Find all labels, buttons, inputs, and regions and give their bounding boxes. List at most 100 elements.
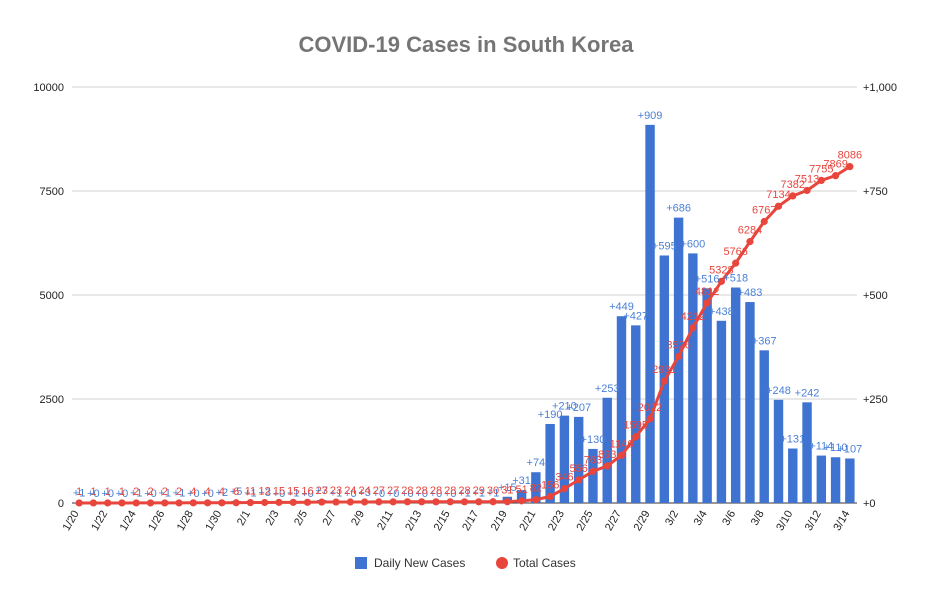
total-point: [817, 176, 825, 184]
daily-bar: [545, 423, 555, 503]
x-axis-tick: 2/25: [574, 509, 595, 534]
total-point: [161, 499, 169, 507]
left-axis: 0 2500 5000 7500 10000: [33, 82, 64, 510]
daily-bar: [716, 320, 727, 503]
total-point: [831, 172, 840, 180]
total-data-label: 7382: [781, 179, 805, 191]
daily-data-label: +130: [581, 434, 606, 446]
total-point: [774, 202, 783, 210]
total-point: [803, 186, 811, 195]
total-point: [603, 462, 611, 470]
daily-data-label: +2: [216, 487, 229, 499]
total-data-label: 4: [205, 486, 211, 498]
total-point: [489, 498, 497, 506]
daily-data-label: +3: [358, 487, 371, 499]
daily-data-label: +1: [130, 488, 143, 500]
legend-swatch-total[interactable]: [496, 557, 508, 569]
total-data-label: 556: [570, 463, 588, 475]
daily-bar: [559, 415, 570, 503]
total-data-label: 2: [147, 486, 153, 498]
daily-data-label: +0: [430, 488, 443, 500]
x-axis-tick: 2/7: [321, 509, 339, 528]
daily-data-label: +0: [187, 488, 200, 500]
daily-data-label: +190: [538, 409, 563, 421]
daily-bar: [773, 399, 784, 503]
total-point: [589, 467, 597, 475]
x-axis-tick: 2/17: [460, 509, 481, 534]
x-axis-tick: 3/2: [663, 509, 681, 528]
total-point: [203, 499, 212, 507]
daily-bar: [688, 253, 698, 503]
total-data-label: 27: [387, 485, 399, 497]
total-data-label: 27: [373, 485, 385, 497]
total-point: [660, 377, 668, 385]
total-data-label: 6767: [752, 204, 776, 216]
daily-data-label: +1: [472, 488, 485, 500]
daily-bar: [588, 448, 598, 503]
total-point: [446, 498, 454, 506]
x-axis-tick: 3/10: [774, 509, 795, 534]
daily-bar: [759, 350, 769, 503]
legend[interactable]: Daily New Cases Total Cases: [355, 556, 576, 570]
daily-data-label: +1: [73, 488, 86, 500]
x-axis: 1/20 1/22 1/24 1/26 1/28 1/30 2/1 2/3 2/5 2/7 2/9 2…: [61, 509, 853, 534]
x-axis-tick: 2/27: [603, 509, 624, 534]
daily-data-label: +516: [695, 273, 720, 285]
daily-data-label: +600: [680, 238, 705, 250]
x-axis-tick: 2/11: [375, 509, 396, 533]
daily-data-label: +7: [315, 485, 328, 497]
legend-label-daily[interactable]: Daily New Cases: [374, 556, 465, 570]
x-axis-tick: 1/26: [146, 509, 167, 534]
daily-data-label: +0: [373, 488, 386, 500]
x-axis-tick: 3/8: [749, 509, 767, 528]
daily-bar: [745, 302, 755, 503]
daily-data-label: +1: [458, 488, 471, 500]
total-data-label: 12: [259, 486, 271, 498]
total-data-label: 2: [176, 486, 182, 498]
right-axis: +0 +250 +500 +750 +1,000: [863, 82, 897, 510]
right-axis-tick: +750: [863, 186, 888, 198]
daily-bar: [730, 287, 741, 503]
total-data-label: 16: [301, 485, 313, 497]
daily-data-label: +31: [512, 475, 531, 487]
total-point: [275, 498, 283, 506]
right-axis-tick: +0: [863, 498, 876, 510]
total-data-label: 11: [245, 486, 256, 498]
total-data-label: 15: [287, 485, 299, 497]
total-data-label: 6: [233, 486, 239, 498]
x-axis-tick: 2/23: [546, 509, 567, 534]
total-point: [289, 498, 297, 506]
daily-data-label: +210: [552, 401, 577, 413]
daily-data-label: +1: [330, 488, 343, 500]
left-axis-tick: 5000: [40, 290, 64, 302]
total-point: [575, 476, 583, 484]
legend-swatch-daily[interactable]: [355, 557, 367, 569]
total-data-label: 28: [444, 485, 456, 497]
daily-data-label: +0: [101, 488, 114, 500]
daily-bar: [631, 325, 641, 503]
total-point: [460, 498, 469, 506]
total-data-label: 1: [90, 486, 96, 498]
total-data-label: 1595: [624, 420, 648, 432]
total-point: [175, 499, 183, 507]
chart-title: COVID-19 Cases in South Korea: [299, 32, 635, 57]
total-data-label: 4212: [681, 311, 705, 323]
daily-data-label: +1: [487, 488, 500, 500]
total-point: [546, 492, 554, 501]
total-data-label: 28: [401, 485, 413, 497]
x-axis-tick: 2/3: [264, 509, 282, 528]
total-data-label: 346: [555, 472, 573, 484]
total-point: [617, 451, 626, 459]
legend-label-total[interactable]: Total Cases: [513, 556, 576, 570]
total-point: [104, 499, 112, 507]
total-data-label: 31: [501, 485, 513, 497]
daily-data-label: +1: [287, 488, 300, 500]
x-axis-tick: 1/22: [89, 509, 110, 534]
daily-bar: [573, 416, 584, 503]
daily-data-label: +110: [824, 442, 848, 454]
daily-labels-layer: +1 +0 +0 +0 +1 +0 +1 +1 +0 +0 +2 +5 +1 +3 +0 +1 +0 +7 +1 +0…: [73, 110, 862, 500]
daily-bar: [673, 217, 684, 503]
total-point: [432, 498, 440, 506]
daily-data-label: +114: [809, 441, 833, 453]
daily-data-label: +909: [638, 110, 663, 122]
